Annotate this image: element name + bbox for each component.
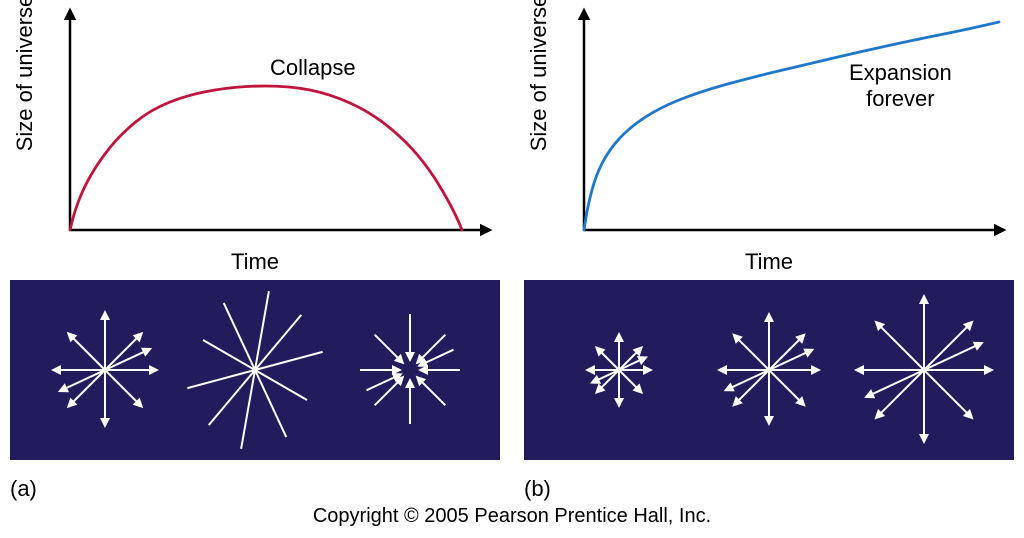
starbox-a bbox=[10, 280, 500, 460]
panel-a: Size of universe Time Collapse bbox=[10, 0, 500, 460]
chart-a: Size of universe Time Collapse bbox=[10, 0, 500, 280]
starbox-a-svg bbox=[10, 280, 500, 460]
chart-b-svg bbox=[524, 0, 1014, 280]
curve-label-collapse: Collapse bbox=[270, 55, 356, 81]
copyright-text: Copyright © 2005 Pearson Prentice Hall, … bbox=[0, 505, 1024, 528]
y-axis-label-a: Size of universe bbox=[12, 0, 38, 183]
caption-a: (a) bbox=[10, 476, 37, 502]
caption-b: (b) bbox=[524, 476, 551, 502]
chart-b: Size of universe Time Expansionforever bbox=[524, 0, 1014, 280]
panel-b: Size of universe Time Expansionforever bbox=[524, 0, 1014, 460]
x-axis-label-b: Time bbox=[524, 249, 1014, 275]
curve-label-expansion: Expansionforever bbox=[849, 60, 952, 112]
chart-a-svg bbox=[10, 0, 500, 280]
starbox-b-svg bbox=[524, 280, 1014, 460]
starbox-b bbox=[524, 280, 1014, 460]
x-axis-label-a: Time bbox=[10, 249, 500, 275]
y-axis-label-b: Size of universe bbox=[526, 0, 552, 183]
